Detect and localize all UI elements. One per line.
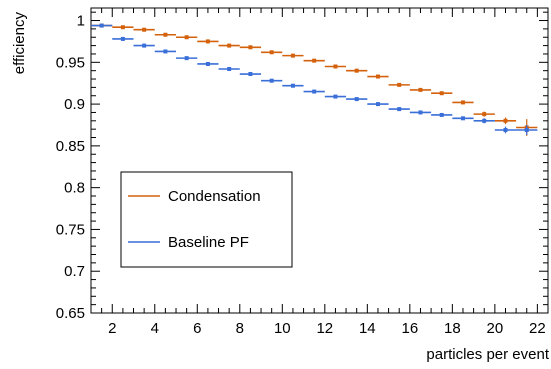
data-point (205, 39, 210, 44)
data-point (142, 43, 147, 48)
x-tick-label: 12 (316, 320, 333, 337)
x-tick-label: 18 (444, 320, 461, 337)
data-point (163, 32, 168, 37)
series-baseline-pf (91, 23, 538, 136)
x-tick-label: 20 (487, 320, 504, 337)
x-tick-label: 16 (401, 320, 418, 337)
data-point (184, 35, 189, 40)
x-tick-label: 2 (108, 320, 116, 337)
data-series (91, 23, 538, 136)
y-tick-label: 0.85 (56, 138, 85, 155)
series-condensation (91, 23, 538, 136)
data-point (503, 118, 508, 123)
legend-box (120, 171, 293, 268)
data-point (375, 102, 380, 107)
x-tick-label: 8 (236, 320, 244, 337)
data-point (290, 53, 295, 58)
y-tick-label: 0.95 (56, 54, 85, 71)
data-point (248, 45, 253, 50)
data-point (397, 82, 402, 87)
axis-ticks: 2 4 6 8 10 12 14 16 18 20 22 0.65 0.7 0.75 0.8 0.85 0.9 0… (56, 8, 549, 337)
data-point (439, 91, 444, 96)
y-tick-label: 0.7 (64, 263, 85, 280)
y-tick-label: 0.8 (64, 180, 85, 197)
data-point (354, 97, 359, 102)
data-point (333, 94, 338, 99)
y-tick-label: 0.65 (56, 305, 85, 322)
data-point (312, 58, 317, 63)
data-point (503, 128, 508, 132)
x-tick-label: 4 (151, 320, 159, 337)
data-point (354, 68, 359, 73)
data-point (290, 83, 295, 88)
data-point (184, 56, 189, 61)
data-point (397, 107, 402, 112)
data-point (482, 118, 487, 123)
data-point (482, 112, 487, 117)
data-point (163, 49, 168, 54)
data-point (460, 100, 465, 105)
data-point (375, 74, 380, 79)
data-point (269, 50, 274, 55)
data-point (269, 78, 274, 83)
data-point (524, 128, 529, 132)
data-point (120, 25, 125, 30)
data-point (439, 112, 444, 117)
data-point (418, 110, 423, 115)
data-point (99, 23, 104, 28)
x-tick-label: 22 (529, 320, 546, 337)
x-tick-label: 14 (359, 320, 376, 337)
x-axis-title: particles per event (426, 346, 549, 363)
data-point (227, 43, 232, 48)
data-point (205, 61, 210, 66)
data-point (120, 36, 125, 41)
data-point (227, 67, 232, 71)
y-axis-title: efficiency (11, 12, 28, 75)
y-tick-label: 0.9 (64, 96, 85, 113)
y-tick-label: 1 (77, 13, 85, 30)
data-point (142, 27, 147, 32)
legend-label: Baseline PF (168, 234, 249, 251)
data-point (312, 89, 317, 94)
data-point (418, 87, 423, 92)
plot-area-border (90, 7, 549, 314)
data-point (248, 72, 253, 77)
data-point (460, 116, 465, 121)
data-point (333, 64, 338, 69)
legend-label: Condensation (168, 188, 261, 205)
x-tick-label: 6 (193, 320, 201, 337)
plot-frame (90, 7, 549, 314)
y-tick-label: 0.75 (56, 221, 85, 238)
x-tick-label: 10 (274, 320, 291, 337)
legend: Condensation Baseline PF (120, 171, 293, 268)
